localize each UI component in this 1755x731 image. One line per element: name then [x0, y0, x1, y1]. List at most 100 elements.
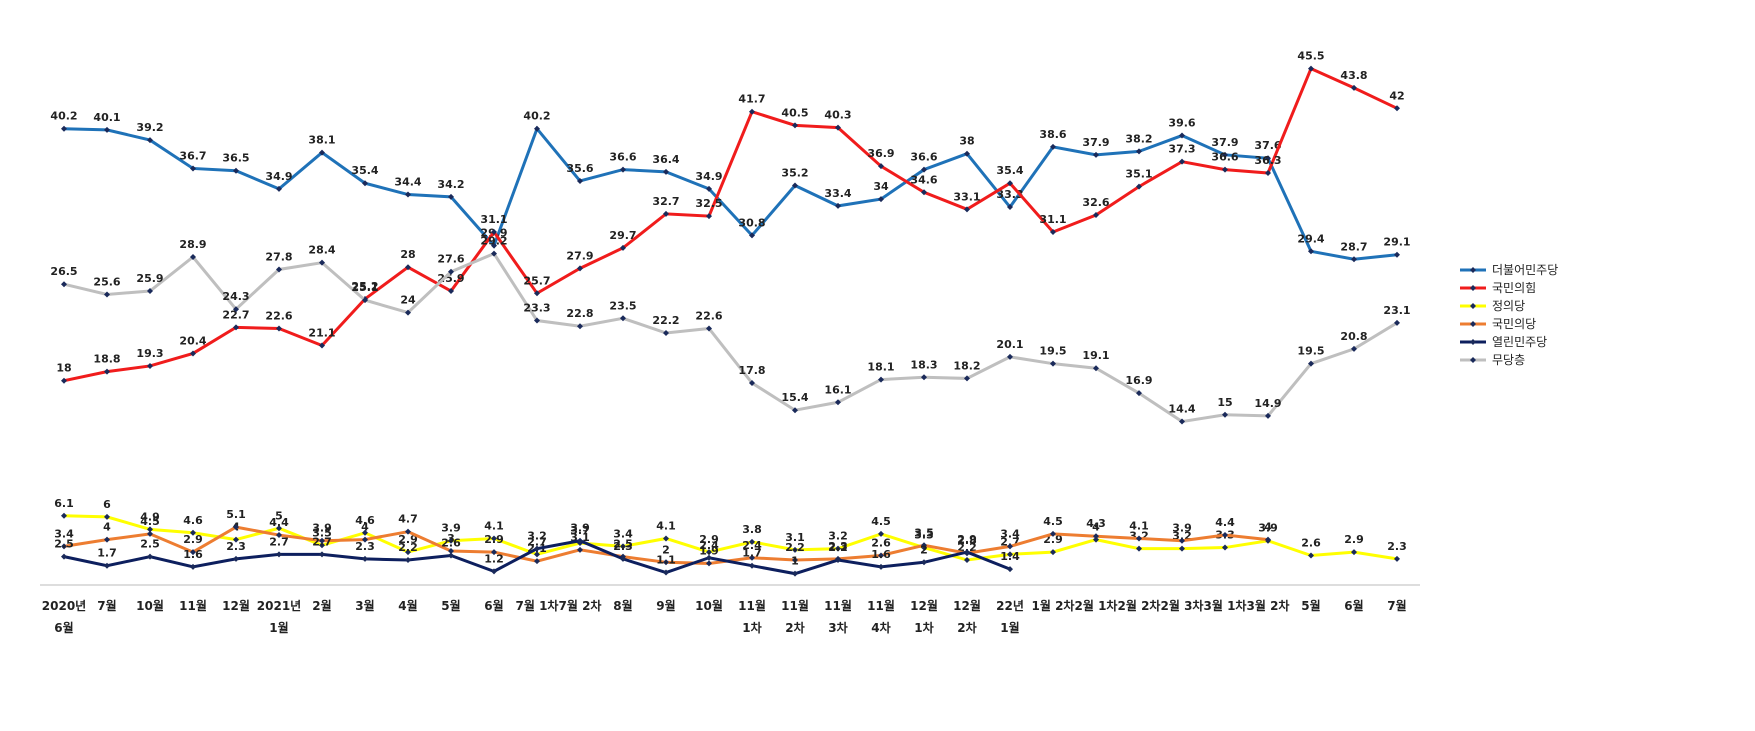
- data-label: 36.7: [179, 149, 206, 162]
- point: [749, 554, 755, 561]
- data-label: 41.7: [738, 93, 765, 106]
- point: [1351, 549, 1357, 556]
- point: [276, 325, 282, 332]
- point: [792, 407, 798, 414]
- point: [534, 290, 540, 297]
- point: [749, 232, 755, 239]
- point: [1222, 544, 1228, 551]
- point: [1179, 158, 1185, 165]
- point: [706, 560, 712, 567]
- data-label: 34.6: [910, 173, 937, 186]
- data-label: 2.9: [398, 533, 418, 546]
- point: [1007, 566, 1013, 573]
- x-tick-label: 5월: [1301, 598, 1320, 613]
- point: [706, 554, 712, 561]
- data-label: 2.5: [54, 538, 74, 551]
- data-label: 22.2: [652, 314, 679, 327]
- x-tick-label: 11월 2차: [781, 598, 809, 635]
- point: [620, 244, 626, 251]
- point: [276, 551, 282, 558]
- point: [1050, 360, 1056, 367]
- point: [405, 557, 411, 564]
- point: [1351, 256, 1357, 263]
- data-label: 40.2: [523, 110, 550, 123]
- x-tick-label: 7월 2차: [559, 598, 602, 613]
- data-label: 27.8: [265, 250, 292, 263]
- data-label: 4.7: [398, 513, 418, 526]
- data-label: 34.2: [437, 178, 464, 191]
- point: [577, 537, 583, 544]
- point: [1136, 183, 1142, 190]
- point: [1351, 84, 1357, 91]
- point: [749, 108, 755, 115]
- point: [835, 545, 841, 552]
- data-label: 34: [873, 180, 889, 193]
- point: [104, 562, 110, 569]
- point: [104, 126, 110, 133]
- point: [61, 512, 67, 519]
- point: [577, 546, 583, 553]
- point: [147, 137, 153, 144]
- data-label: 3: [447, 532, 455, 545]
- point: [921, 374, 927, 381]
- data-label: 14.4: [1168, 403, 1195, 416]
- data-label: 38.2: [1125, 132, 1152, 145]
- data-label: 2.5: [140, 538, 160, 551]
- point: [1179, 418, 1185, 425]
- point: [104, 513, 110, 520]
- point: [1093, 211, 1099, 218]
- data-label: 22.8: [566, 307, 593, 320]
- data-label: 34.9: [265, 170, 292, 183]
- point: [878, 163, 884, 170]
- data-label: 36.5: [222, 152, 249, 165]
- point: [534, 551, 540, 558]
- x-tick-label: 10월: [136, 598, 164, 613]
- point: [706, 325, 712, 332]
- data-label: 2.3: [1387, 540, 1407, 553]
- point: [104, 536, 110, 543]
- point: [190, 253, 196, 260]
- legend-label: 국민의힘: [1492, 281, 1536, 295]
- data-label: 39.2: [136, 121, 163, 134]
- data-label: 30.8: [738, 216, 765, 229]
- legend-label: 무당층: [1492, 353, 1525, 367]
- point: [792, 122, 798, 129]
- data-label: 2.9: [699, 533, 719, 546]
- data-label: 4.6: [183, 514, 203, 527]
- data-label: 3.9: [1258, 522, 1278, 535]
- point: [792, 557, 798, 564]
- data-label: 35.4: [351, 164, 378, 177]
- data-label: 26.5: [50, 265, 77, 278]
- x-tick-label: 11월: [179, 598, 207, 613]
- point: [1222, 166, 1228, 173]
- data-label: 2.6: [871, 536, 891, 549]
- point: [276, 532, 282, 539]
- point: [233, 167, 239, 174]
- data-label: 38.6: [1039, 128, 1066, 141]
- data-label: 2.7: [527, 535, 547, 548]
- legend-label: 정의당: [1492, 299, 1525, 313]
- data-label: 14.9: [1254, 397, 1281, 410]
- data-label: 15.4: [781, 391, 808, 404]
- x-tick-label: 2021년 1월: [257, 599, 301, 635]
- point: [491, 568, 497, 575]
- data-label: 2.2: [828, 541, 848, 554]
- data-label: 18.8: [93, 353, 120, 366]
- point: [276, 266, 282, 273]
- point: [1308, 552, 1314, 559]
- data-label: 1.2: [484, 552, 504, 565]
- data-label: 20.1: [996, 338, 1023, 351]
- point: [1308, 65, 1314, 72]
- point: [405, 549, 411, 556]
- data-label: 19.5: [1039, 345, 1066, 358]
- data-label: 4.3: [1086, 517, 1106, 530]
- data-label: 20.4: [179, 334, 206, 347]
- point: [663, 210, 669, 217]
- point: [663, 535, 669, 542]
- data-label: 2.6: [441, 536, 461, 549]
- point: [362, 180, 368, 187]
- data-label: 2.3: [355, 540, 375, 553]
- point: [1007, 543, 1013, 550]
- data-label: 2.3: [226, 540, 246, 553]
- point: [319, 149, 325, 156]
